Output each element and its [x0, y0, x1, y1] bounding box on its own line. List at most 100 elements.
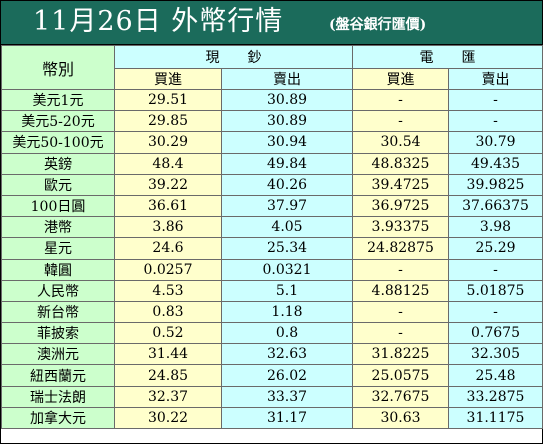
wire-buy-value: -	[352, 88, 449, 112]
table-row: 美元50-100元 30.29 30.94 30.54 30.79	[1, 131, 543, 154]
currency-name: 歐元	[1, 173, 115, 196]
wire-sell-header: 賣出	[448, 68, 543, 90]
cash-buy-value: 48.4	[114, 152, 222, 175]
wire-sell-value: 30.79	[448, 131, 543, 154]
cash-buy-header: 買進	[114, 68, 222, 90]
wire-sell-value: 25.48	[448, 364, 543, 387]
cash-sell-value: 33.37	[221, 385, 353, 408]
title-bar: 11月26日 外幣行情 (盤谷銀行匯價)	[1, 1, 542, 45]
cash-buy-value: 4.53	[114, 279, 222, 302]
cash-buy-value: 36.61	[114, 194, 222, 218]
table-row: 英鎊 48.4 49.84 48.8325 49.435	[1, 152, 543, 175]
wire-buy-value: -	[352, 258, 449, 281]
currency-name: 新台幣	[1, 300, 115, 324]
cash-sell-value: 26.02	[221, 364, 353, 387]
page-subtitle: (盤谷銀行匯價)	[329, 17, 427, 33]
wire-buy-value: -	[352, 110, 449, 133]
cash-sell-value: 49.84	[221, 152, 353, 175]
currency-name: 美元50-100元	[1, 131, 115, 154]
cash-sell-value: 5.1	[221, 279, 353, 302]
table-row: 美元1元 29.51 30.89- -	[1, 88, 543, 112]
table-row: 澳洲元 31.44 32.63 31.8225 32.305	[1, 343, 543, 366]
currency-name: 瑞士法朗	[1, 385, 115, 408]
currency-name: 100日圓	[1, 194, 115, 218]
currency-header: 幣別	[1, 45, 115, 90]
cash-buy-value: 39.22	[114, 173, 222, 196]
currency-name: 星元	[1, 237, 115, 260]
wire-sell-value: -	[448, 300, 543, 324]
cash-sell-value: 0.0321	[221, 258, 353, 281]
wire-sell-value: 31.1175	[448, 406, 543, 430]
cash-buy-value: 0.83	[114, 300, 222, 324]
cash-sell-value: 40.26	[221, 173, 353, 196]
cash-sell-value: 30.89	[221, 88, 353, 112]
wire-sell-value: 32.305	[448, 343, 543, 366]
wire-sell-value: 39.9825	[448, 173, 543, 196]
wire-buy-value: 48.8325	[352, 152, 449, 175]
currency-name: 韓圓	[1, 258, 115, 281]
wire-buy-value: 3.93375	[352, 216, 449, 239]
wire-buy-value: 25.0575	[352, 364, 449, 387]
wire-sell-value: 25.29	[448, 237, 543, 260]
page-title: 11月26日 外幣行情	[33, 6, 284, 37]
currency-name: 紐西蘭元	[1, 364, 115, 387]
wire-buy-value: -	[352, 300, 449, 324]
table-row: 韓圓 0.0257 0.0321- -	[1, 258, 543, 281]
wire-sell-value: 49.435	[448, 152, 543, 175]
wire-buy-value: 24.82875	[352, 237, 449, 260]
wire-header: 電 匯	[352, 45, 543, 69]
cash-buy-value: 32.37	[114, 385, 222, 408]
cash-buy-value: 29.85	[114, 110, 222, 133]
wire-buy-value: 32.7675	[352, 385, 449, 408]
subheader-row: 買進 賣出 買進 賣出	[2, 68, 543, 90]
wire-sell-value: 33.2875	[448, 385, 543, 408]
cash-sell-value: 25.34	[221, 237, 353, 260]
wire-buy-value: 30.54	[352, 131, 449, 154]
currency-name: 菲披索	[1, 322, 115, 345]
cash-sell-value: 0.8	[221, 322, 353, 345]
table-row: 新台幣 0.83 1.18- -	[1, 300, 543, 324]
currency-name: 加拿大元	[1, 406, 115, 430]
wire-sell-value: 5.01875	[448, 279, 543, 302]
table-row: 星元 24.6 25.34 24.82875 25.29	[1, 237, 543, 260]
table-row: 加拿大元 30.22 31.17 30.63 31.1175	[1, 406, 543, 430]
wire-sell-value: 3.98	[448, 216, 543, 239]
currency-name: 英鎊	[1, 152, 115, 175]
wire-buy-value: 30.63	[352, 406, 449, 430]
wire-sell-value: 37.66375	[448, 194, 543, 218]
wire-sell-value: -	[448, 88, 543, 112]
cash-sell-value: 30.94	[221, 131, 353, 154]
table-row: 100日圓 36.61 37.97 36.9725 37.66375	[1, 194, 543, 218]
table-row: 港幣 3.86 4.05 3.93375 3.98	[1, 216, 543, 239]
cash-buy-value: 31.44	[114, 343, 222, 366]
wire-buy-value: -	[352, 322, 449, 345]
cash-buy-value: 0.0257	[114, 258, 222, 281]
wire-sell-value: -	[448, 110, 543, 133]
cash-sell-value: 31.17	[221, 406, 353, 430]
currency-name: 澳洲元	[1, 343, 115, 366]
table-row: 菲披索 0.52 0.8-0.7675	[1, 322, 543, 345]
wire-buy-value: 4.88125	[352, 279, 449, 302]
table-row: 人民幣 4.53 5.1 4.88125 5.01875	[1, 279, 543, 302]
currency-name: 美元5-20元	[1, 110, 115, 133]
cash-sell-header: 賣出	[221, 68, 353, 90]
table-row: 歐元 39.22 40.26 39.4725 39.9825	[1, 173, 543, 196]
wire-buy-value: 39.4725	[352, 173, 449, 196]
wire-sell-value: -	[448, 258, 543, 281]
cash-header: 現 鈔	[114, 45, 353, 69]
wire-buy-value: 36.9725	[352, 194, 449, 218]
table-row: 瑞士法朗 32.37 33.37 32.7675 33.2875	[1, 385, 543, 408]
wire-buy-value: 31.8225	[352, 343, 449, 366]
cash-sell-value: 4.05	[221, 216, 353, 239]
cash-buy-value: 24.6	[114, 237, 222, 260]
cash-buy-value: 3.86	[114, 216, 222, 239]
cash-buy-value: 24.85	[114, 364, 222, 387]
wire-buy-header: 買進	[352, 68, 449, 90]
cash-buy-value: 29.51	[114, 88, 222, 112]
currency-name: 人民幣	[1, 279, 115, 302]
currency-name: 港幣	[1, 216, 115, 239]
cash-sell-value: 32.63	[221, 343, 353, 366]
cash-sell-value: 37.97	[221, 194, 353, 218]
cash-sell-value: 1.18	[221, 300, 353, 324]
